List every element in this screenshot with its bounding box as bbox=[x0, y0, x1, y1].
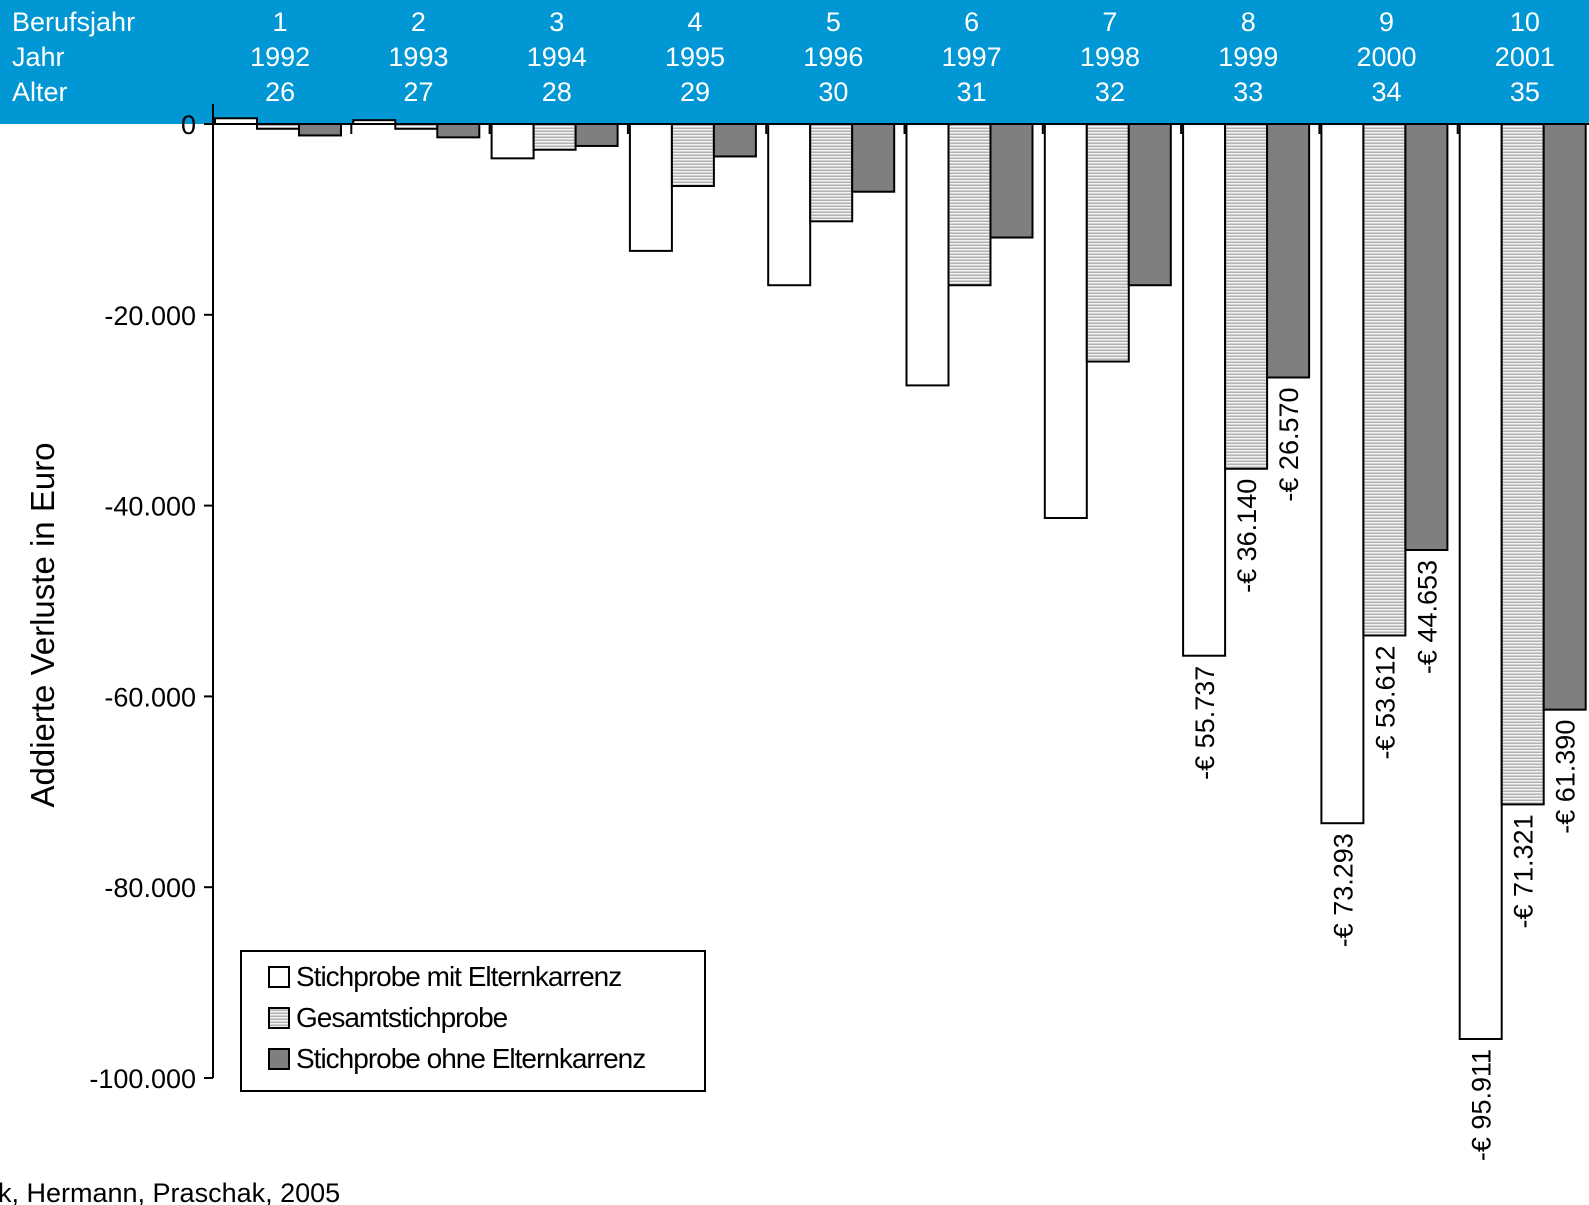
data-label: -€ 71.321 bbox=[1509, 814, 1539, 928]
legend-label-3: Stichprobe ohne Elternkarrenz bbox=[296, 1043, 645, 1074]
header-cell: 1998 bbox=[1080, 42, 1140, 72]
legend-swatch-2 bbox=[268, 1007, 290, 1029]
header-cell: 2000 bbox=[1357, 42, 1417, 72]
data-label: -€ 61.390 bbox=[1551, 720, 1581, 834]
legend-swatch-1 bbox=[268, 966, 290, 988]
y-tick-label: 0 bbox=[181, 110, 196, 140]
bar bbox=[851, 123, 896, 193]
bar bbox=[1362, 123, 1407, 637]
bar bbox=[1266, 123, 1311, 379]
data-label: -€ 95.911 bbox=[1467, 1049, 1497, 1161]
bar bbox=[1458, 123, 1503, 1040]
bar bbox=[1182, 123, 1227, 657]
bar bbox=[712, 123, 757, 158]
bar bbox=[1224, 123, 1269, 470]
bar bbox=[989, 123, 1034, 239]
header-cell: 1999 bbox=[1218, 42, 1278, 72]
y-tick-label: -100.000 bbox=[89, 1064, 196, 1094]
header-cell: 34 bbox=[1372, 77, 1402, 107]
header-band bbox=[0, 0, 1589, 124]
header-cell: 9 bbox=[1379, 7, 1394, 37]
header-cell: 26 bbox=[265, 77, 295, 107]
bar bbox=[436, 123, 481, 139]
header-cell: 33 bbox=[1233, 77, 1263, 107]
bar bbox=[905, 123, 950, 387]
header-cell: 1992 bbox=[250, 42, 310, 72]
y-tick-label: -80.000 bbox=[104, 873, 196, 903]
bar bbox=[298, 123, 342, 137]
bar bbox=[809, 123, 854, 223]
plot-area: -€ 55.737 -€ 73.293 -€ 95.911 -€ 36.140 -€ 5… bbox=[89, 104, 1589, 1161]
header-cell: 29 bbox=[680, 77, 710, 107]
bar bbox=[574, 123, 619, 147]
header-cell: 35 bbox=[1510, 77, 1540, 107]
data-label: -€ 73.293 bbox=[1328, 833, 1358, 947]
header-cell: 1994 bbox=[527, 42, 587, 72]
data-label: -€ 44.653 bbox=[1412, 560, 1442, 674]
header-cell: 1995 bbox=[665, 42, 725, 72]
y-axis-title: Addierte Verluste in Euro bbox=[24, 442, 61, 807]
header-row-label: Berufsjahr bbox=[12, 7, 135, 37]
bar bbox=[1320, 123, 1365, 825]
y-tick-label: -20.000 bbox=[104, 301, 196, 331]
bar bbox=[947, 123, 992, 287]
bar bbox=[532, 123, 577, 151]
header-cell: 1997 bbox=[942, 42, 1002, 72]
bar bbox=[628, 123, 673, 252]
data-label: -€ 53.612 bbox=[1370, 645, 1400, 759]
bar bbox=[1043, 123, 1088, 520]
header-cell: 2 bbox=[411, 7, 426, 37]
bar bbox=[490, 123, 535, 160]
header-cell: 1993 bbox=[388, 42, 448, 72]
y-tick-label: -40.000 bbox=[104, 492, 196, 522]
header-cell: 32 bbox=[1095, 77, 1125, 107]
legend-label-1: Stichprobe mit Elternkarrenz bbox=[296, 961, 621, 992]
header-cell: 1996 bbox=[803, 42, 863, 72]
header-cell: 3 bbox=[549, 7, 564, 37]
header-cell: 1 bbox=[273, 7, 288, 37]
header-cell: 4 bbox=[688, 7, 703, 37]
bar bbox=[1127, 123, 1172, 287]
header-cell: 30 bbox=[818, 77, 848, 107]
header-row-label: Alter bbox=[12, 77, 68, 107]
header-cell: 8 bbox=[1241, 7, 1256, 37]
header-row-label: Jahr bbox=[12, 42, 65, 72]
source-note: k, Hermann, Praschak, 2005 bbox=[0, 1178, 340, 1205]
header-cell: 5 bbox=[826, 7, 841, 37]
bar bbox=[767, 123, 812, 287]
bar bbox=[1085, 123, 1130, 363]
header-cell: 31 bbox=[957, 77, 987, 107]
header-cell: 6 bbox=[964, 7, 979, 37]
header-cell: 28 bbox=[542, 77, 572, 107]
data-label: -€ 55.737 bbox=[1190, 666, 1220, 780]
header-cell: 2001 bbox=[1495, 42, 1555, 72]
bar bbox=[1542, 123, 1587, 711]
legend: Stichprobe mit Elternkarrenz Gesamtstich… bbox=[240, 950, 706, 1092]
legend-box bbox=[240, 950, 706, 1092]
legend-label-2: Gesamtstichprobe bbox=[296, 1002, 508, 1033]
data-label: -€ 26.570 bbox=[1274, 387, 1304, 501]
legend-swatch-3 bbox=[268, 1048, 290, 1070]
data-label: -€ 36.140 bbox=[1232, 479, 1262, 593]
y-tick-label: -60.000 bbox=[104, 682, 196, 712]
bar bbox=[670, 123, 715, 188]
bar bbox=[1404, 123, 1449, 551]
header-cell: 10 bbox=[1510, 7, 1540, 37]
header-cell: 27 bbox=[403, 77, 433, 107]
header-cell: 7 bbox=[1102, 7, 1117, 37]
bar bbox=[1500, 123, 1545, 806]
